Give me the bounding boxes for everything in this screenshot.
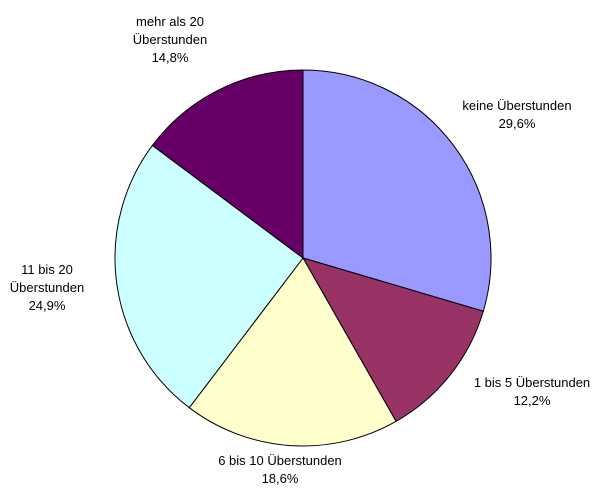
category-label: keine Überstunden (462, 98, 572, 113)
value-label: 29,6% (498, 116, 536, 131)
pie-slice (302, 69, 492, 312)
pie-slice (114, 144, 304, 409)
slice-label: keine Überstunden 29,6% (437, 97, 597, 133)
value-label: 14,8% (151, 50, 189, 65)
value-label: 18,6% (261, 471, 299, 486)
slice-label: 6 bis 10 Überstunden 18,6% (200, 452, 360, 488)
pie-slice (301, 257, 484, 423)
value-label: 24,9% (28, 298, 66, 313)
pie-slice (151, 69, 304, 259)
value-label: 12,2% (513, 393, 551, 408)
category-label: 1 bis 5 Überstunden (473, 375, 591, 390)
pie-slice (188, 257, 397, 447)
slice-label: 1 bis 5 Überstunden 12,2% (452, 374, 612, 410)
category-label: 6 bis 10 Überstunden (218, 453, 342, 468)
slice-label: mehr als 20 Überstunden 14,8% (115, 13, 225, 67)
slice-label: 11 bis 20 Überstunden 24,9% (0, 261, 97, 315)
category-label: mehr als 20 Überstunden (132, 14, 208, 47)
category-label: 11 bis 20 Überstunden (9, 262, 85, 295)
